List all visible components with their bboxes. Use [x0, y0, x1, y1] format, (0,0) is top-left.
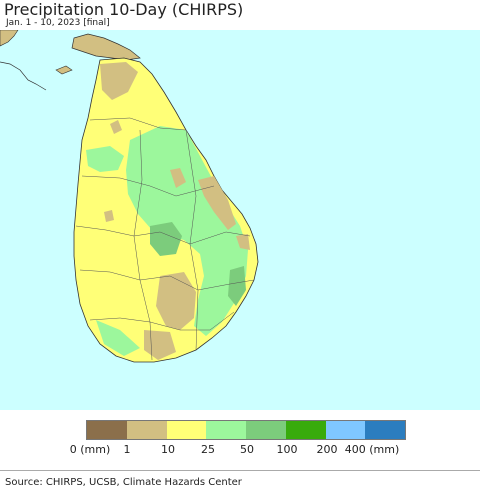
legend-tick-label: 25 [201, 443, 215, 456]
legend-tick-label: 50 [240, 443, 254, 456]
legend-swatch-400-plus [365, 421, 405, 439]
legend-swatch-0-1 [87, 421, 127, 439]
legend-swatch-25-50 [206, 421, 246, 439]
legend-tick-label: 0 (mm) [69, 443, 111, 456]
legend-tick-label: 1 [123, 443, 131, 456]
legend-tick-label: 400 (mm) [344, 443, 400, 456]
india-mainland [0, 30, 19, 47]
mannar-island [55, 65, 73, 75]
light-green-south [96, 320, 140, 356]
map-title: Precipitation 10-Day (CHIRPS) [4, 0, 244, 19]
light-green-region [126, 126, 248, 336]
source-credit: Source: CHIRPS, UCSB, Climate Hazards Ce… [0, 470, 480, 490]
legend-swatch-100-200 [285, 421, 326, 439]
admin-boundaries [75, 117, 255, 361]
india-coast-line [0, 61, 47, 91]
medium-green-patch [150, 222, 182, 256]
medium-green-east [228, 266, 246, 306]
legend-swatch-50-100 [246, 421, 286, 439]
precipitation-map [0, 30, 480, 410]
precipitation-legend [86, 420, 406, 440]
legend-tick-label: 200 [316, 443, 338, 456]
tan-west-dots [104, 120, 122, 222]
light-green-west [86, 146, 124, 172]
jaffna-peninsula [71, 33, 141, 61]
legend-tick-label: 100 [276, 443, 298, 456]
tan-south-2 [144, 330, 176, 360]
tan-north [100, 62, 138, 100]
map-subtitle: Jan. 1 - 10, 2023 [final] [6, 18, 110, 28]
tan-east-small [236, 234, 250, 250]
legend-swatch-1-10 [126, 421, 167, 439]
legend-swatch-10-25 [166, 421, 207, 439]
tan-east-coast [198, 176, 236, 230]
tan-center [170, 168, 186, 188]
legend-swatch-200-400 [325, 421, 366, 439]
legend-tick-label: 10 [161, 443, 175, 456]
tan-south-1 [156, 272, 196, 330]
